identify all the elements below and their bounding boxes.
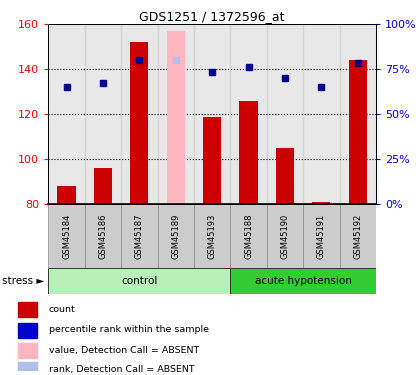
Bar (18, 362, 37, 375)
Bar (121, 24, 158, 204)
Text: stress ►: stress ► (2, 276, 45, 286)
Bar (48, 24, 85, 204)
Bar (194, 24, 230, 204)
Text: value, Detection Call = ABSENT: value, Detection Call = ABSENT (49, 346, 199, 355)
Bar (130, 42, 148, 204)
Bar (158, 24, 194, 204)
Bar (48, 204, 85, 268)
Bar (194, 204, 230, 268)
Bar (230, 268, 376, 294)
Bar (18, 343, 37, 358)
Bar (267, 24, 303, 204)
Bar (85, 204, 121, 268)
Text: count: count (49, 305, 76, 314)
Bar (230, 24, 267, 204)
Bar (349, 60, 367, 204)
Text: rank, Detection Call = ABSENT: rank, Detection Call = ABSENT (49, 365, 194, 374)
Text: GSM45190: GSM45190 (281, 214, 289, 259)
Text: GSM45192: GSM45192 (353, 214, 362, 259)
Bar (121, 204, 158, 268)
Bar (18, 302, 37, 317)
Text: GSM45184: GSM45184 (62, 214, 71, 259)
Bar (94, 168, 112, 204)
Bar (48, 268, 230, 294)
Bar (303, 204, 339, 268)
Bar (267, 204, 303, 268)
Bar (339, 24, 376, 204)
Text: control: control (121, 276, 158, 286)
Text: GSM45193: GSM45193 (207, 214, 217, 259)
Text: percentile rank within the sample: percentile rank within the sample (49, 326, 209, 334)
Bar (167, 31, 185, 204)
Text: GSM45187: GSM45187 (135, 213, 144, 259)
Bar (18, 322, 37, 338)
Text: GSM45186: GSM45186 (98, 213, 108, 259)
Bar (230, 204, 267, 268)
Bar (85, 24, 121, 204)
Text: GSM45188: GSM45188 (244, 213, 253, 259)
Text: acute hypotension: acute hypotension (255, 276, 352, 286)
Bar (312, 202, 331, 204)
Bar (158, 204, 194, 268)
Bar (276, 148, 294, 204)
Bar (239, 101, 257, 204)
Text: GSM45191: GSM45191 (317, 214, 326, 259)
Bar (339, 204, 376, 268)
Bar (58, 186, 76, 204)
Bar (203, 117, 221, 204)
Bar (303, 24, 339, 204)
Title: GDS1251 / 1372596_at: GDS1251 / 1372596_at (139, 10, 285, 23)
Text: GSM45189: GSM45189 (171, 214, 180, 259)
